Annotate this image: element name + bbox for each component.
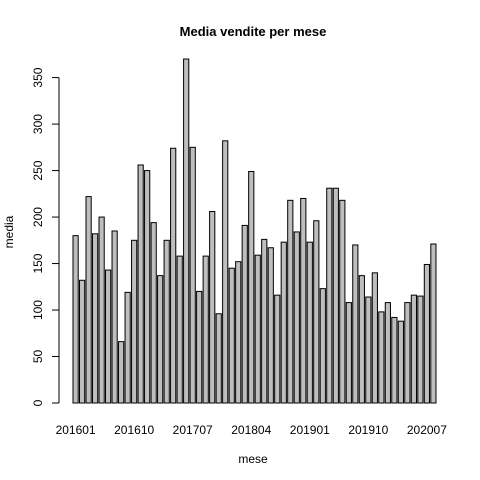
bar-201802 <box>235 261 242 404</box>
bar-201807 <box>267 247 274 404</box>
y-axis: 0 50 100 150 200 250 300 350 <box>31 67 60 406</box>
y-tick-label: 300 <box>31 114 45 134</box>
bar-201905 <box>332 187 339 404</box>
bar-201803 <box>241 224 248 404</box>
bar-201606 <box>105 269 112 404</box>
x-axis-label: mese <box>238 452 268 466</box>
bar-201902 <box>313 220 320 404</box>
y-tick-label: 250 <box>31 160 45 180</box>
bar-201712 <box>222 140 229 404</box>
bar-202003 <box>397 320 404 404</box>
x-tick-label: 202007 <box>407 423 447 437</box>
bar-201706 <box>183 58 190 404</box>
bar-202002 <box>391 316 398 404</box>
bar-201810 <box>287 199 294 404</box>
y-tick-label: 150 <box>31 253 45 273</box>
x-tick-label: 201804 <box>231 423 271 437</box>
bar-201609 <box>124 291 131 404</box>
x-tick-label: 201910 <box>348 423 388 437</box>
bar-202005 <box>410 294 417 404</box>
bar-201711 <box>215 313 222 404</box>
y-tick-label: 100 <box>31 300 45 320</box>
bars-group <box>72 58 437 404</box>
bar-201907 <box>345 302 352 404</box>
bar-201703 <box>163 239 170 404</box>
bar-201809 <box>280 241 287 404</box>
bar-201702 <box>157 275 164 404</box>
bar-202007 <box>423 263 430 404</box>
bar-201707 <box>189 146 196 404</box>
bar-201704 <box>170 147 177 404</box>
bar-201806 <box>261 238 268 404</box>
bar-201608 <box>118 341 125 404</box>
bar-201602 <box>79 279 86 404</box>
y-tick-label: 350 <box>31 67 45 87</box>
bar-201601 <box>72 235 79 404</box>
x-tick-label: 201707 <box>173 423 213 437</box>
bar-202006 <box>417 295 424 404</box>
bar-201811 <box>293 231 300 404</box>
bar-201701 <box>150 222 157 404</box>
bar-201801 <box>228 267 235 404</box>
bar-201912 <box>378 311 385 404</box>
x-tick-label: 201601 <box>56 423 96 437</box>
bar-201910 <box>365 296 372 404</box>
chart-title: Media vendite per mese <box>180 24 327 39</box>
bar-201908 <box>352 244 359 404</box>
bar-202001 <box>384 302 391 404</box>
bar-201607 <box>111 230 118 404</box>
bar-201808 <box>274 294 281 404</box>
y-tick-label: 200 <box>31 207 45 227</box>
bar-201812 <box>300 197 307 404</box>
bar-201901 <box>306 241 313 404</box>
y-tick-label: 50 <box>31 350 45 364</box>
bar-201604 <box>92 233 99 404</box>
bar-201710 <box>209 210 216 404</box>
x-tick-label: 201610 <box>114 423 154 437</box>
bar-202004 <box>404 302 411 404</box>
bar-201903 <box>319 288 326 404</box>
bar-201705 <box>176 255 183 404</box>
bar-201709 <box>202 255 209 404</box>
bar-201708 <box>196 290 203 404</box>
bar-202008 <box>430 243 437 404</box>
bar-201911 <box>371 272 378 404</box>
bar-201805 <box>254 254 261 404</box>
bar-201909 <box>358 275 365 404</box>
bar-201603 <box>85 196 92 404</box>
bar-201610 <box>131 239 138 404</box>
bar-201605 <box>98 216 105 404</box>
bar-201611 <box>137 164 144 404</box>
bar-201906 <box>339 199 346 404</box>
bar-201612 <box>144 170 151 404</box>
y-axis-label: media <box>2 215 16 248</box>
y-tick-label: 0 <box>31 399 45 406</box>
bar-201804 <box>248 171 255 404</box>
x-tick-label: 201901 <box>290 423 330 437</box>
bar-201904 <box>326 187 333 404</box>
x-axis: 201601 201610 201707 201804 201901 201910 2020… <box>56 423 448 437</box>
